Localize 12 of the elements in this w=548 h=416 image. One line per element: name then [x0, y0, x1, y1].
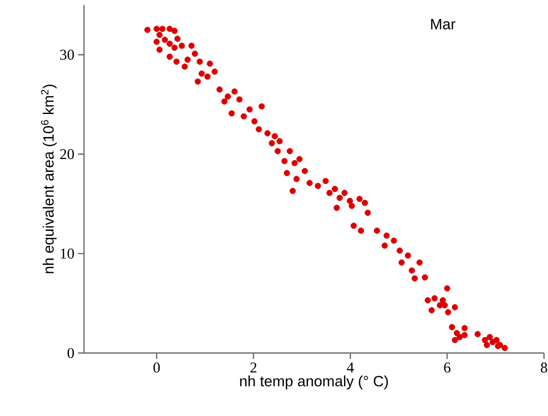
- x-tick-label: 6: [444, 362, 450, 373]
- y-tick-label: 10: [60, 248, 74, 259]
- x-axis-title: nh temp anomaly (° C): [240, 375, 388, 390]
- x-tick-label: 0: [153, 362, 160, 373]
- x-tick-label: 4: [346, 362, 354, 372]
- y-axis-title: nh equivalent area (10$^{6}$ km$^{2}$): [41, 84, 57, 274]
- x-tick-label: 2: [250, 362, 256, 372]
- x-tick-label: 8: [540, 362, 548, 373]
- y-tick-label: 0: [68, 348, 74, 358]
- y-tick-label: 30: [60, 50, 74, 60]
- y-tick-label: 20: [60, 149, 74, 160]
- annotation: Mar: [431, 18, 456, 30]
